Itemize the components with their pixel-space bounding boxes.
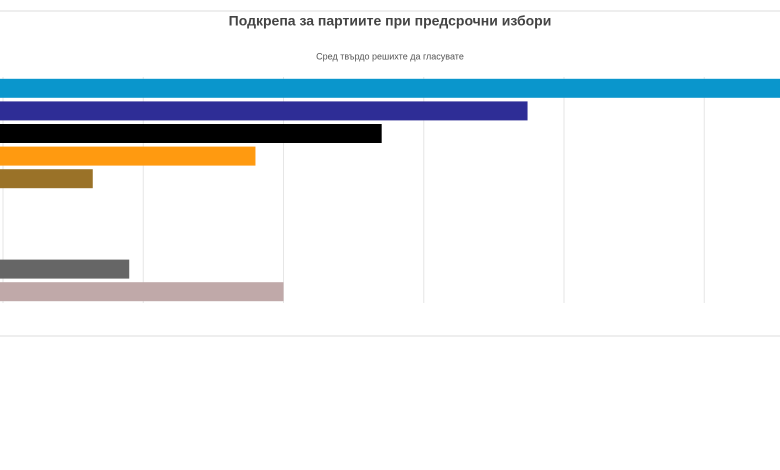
bar: [0, 146, 256, 166]
bar: [0, 282, 284, 302]
bars: [0, 78, 780, 302]
bar: [0, 259, 130, 279]
chart-subtitle: Сред твърдо решихте да гласувате: [316, 51, 464, 61]
chart-title: Подкрепа за партиите при предсрочни избо…: [229, 13, 552, 29]
bar: [0, 124, 382, 143]
bar: [0, 78, 780, 98]
bar: [0, 169, 93, 189]
bar: [0, 101, 528, 121]
